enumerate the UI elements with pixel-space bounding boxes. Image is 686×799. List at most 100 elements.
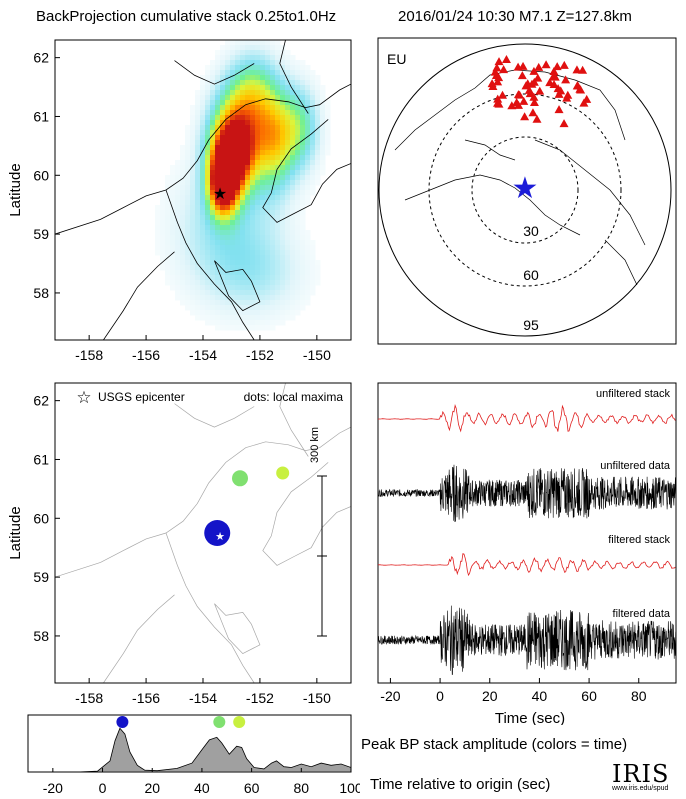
heat-cell — [250, 305, 256, 311]
heat-cell — [290, 60, 296, 66]
heat-cell — [310, 285, 316, 291]
heat-cell — [235, 295, 241, 301]
heat-cell — [270, 115, 276, 121]
y-tick-label: 61 — [33, 451, 49, 467]
heat-cell — [220, 80, 226, 86]
heat-cell — [240, 135, 246, 141]
heat-cell — [245, 125, 251, 131]
heat-cell — [190, 200, 196, 206]
heat-cell — [190, 120, 196, 126]
label-unfiltered-data: unfiltered data — [600, 460, 671, 472]
heat-cell — [260, 215, 266, 221]
heat-cell — [250, 50, 256, 56]
heat-cell — [200, 285, 206, 291]
heat-cell — [220, 310, 226, 316]
heat-cell — [260, 145, 266, 151]
heat-cell — [190, 115, 196, 121]
x-tick-label: -154 — [189, 690, 217, 706]
heat-cell — [250, 310, 256, 316]
heat-cell — [195, 125, 201, 131]
heat-cell — [265, 245, 271, 251]
heat-cell — [180, 185, 186, 191]
heat-cell — [260, 40, 266, 46]
heat-cell — [210, 255, 216, 261]
heat-cell — [285, 235, 291, 241]
heat-cell — [180, 180, 186, 186]
heat-cell — [205, 250, 211, 256]
heat-cell — [190, 130, 196, 136]
heat-cell — [310, 270, 316, 276]
heat-cell — [265, 85, 271, 91]
heat-cell — [255, 265, 261, 271]
heat-cell — [220, 180, 226, 186]
heat-cell — [210, 75, 216, 81]
heat-cell — [305, 160, 311, 166]
heat-cell — [270, 250, 276, 256]
heat-cell — [200, 135, 206, 141]
heat-cell — [245, 85, 251, 91]
heat-cell — [240, 45, 246, 51]
heat-cell — [310, 75, 316, 81]
heat-cell — [240, 325, 246, 331]
heat-cell — [165, 275, 171, 281]
heat-cell — [200, 225, 206, 231]
heat-cell — [185, 200, 191, 206]
heat-cell — [300, 235, 306, 241]
heat-cell — [290, 165, 296, 171]
heat-cell — [200, 215, 206, 221]
heat-cell — [235, 245, 241, 251]
heat-cell — [230, 215, 236, 221]
heat-cell — [215, 210, 221, 216]
trace-panel: -20 0 20 40 60 80 unfiltered stack unfiltered… — [377, 382, 677, 725]
heat-cell — [220, 205, 226, 211]
heat-cell — [195, 230, 201, 236]
ring-60 — [428, 93, 622, 287]
station-triangle — [498, 90, 508, 99]
heat-cell — [195, 245, 201, 251]
heat-cell — [190, 195, 196, 201]
heat-cell — [180, 235, 186, 241]
heat-cell — [220, 220, 226, 226]
heat-cell — [230, 225, 236, 231]
heat-cell — [280, 190, 286, 196]
heat-cell — [190, 135, 196, 141]
heat-cell — [190, 175, 196, 181]
heat-cell — [240, 65, 246, 71]
heat-cell — [165, 280, 171, 286]
heat-cell — [265, 305, 271, 311]
heat-cell — [200, 155, 206, 161]
heat-cell — [245, 100, 251, 106]
heat-cell — [240, 80, 246, 86]
heat-cell — [290, 140, 296, 146]
globe-coastline — [604, 239, 638, 286]
heat-cell — [215, 135, 221, 141]
heat-cell — [265, 40, 271, 46]
heat-cell — [300, 300, 306, 306]
heat-cell — [240, 295, 246, 301]
station-triangle — [561, 75, 571, 84]
heat-cell — [295, 285, 301, 291]
heat-cell — [265, 165, 271, 171]
heat-cell — [275, 225, 281, 231]
heat-cell — [315, 155, 321, 161]
heat-cell — [250, 280, 256, 286]
heat-cell — [300, 255, 306, 261]
heat-cell — [285, 150, 291, 156]
heat-cell — [200, 80, 206, 86]
heat-cell — [195, 150, 201, 156]
heat-cell — [225, 125, 231, 131]
heat-cell — [285, 255, 291, 261]
heat-cell — [245, 60, 251, 66]
heat-cell — [220, 285, 226, 291]
heat-cell — [235, 290, 241, 296]
heat-cell — [255, 255, 261, 261]
heat-cell — [280, 85, 286, 91]
amplitude-xlabel: Time relative to origin (sec) — [370, 776, 551, 793]
x-axis-label: Time (sec) — [495, 710, 565, 725]
coastline — [165, 189, 255, 340]
heat-cell — [185, 135, 191, 141]
heat-cell — [250, 95, 256, 101]
heat-cell — [170, 240, 176, 246]
heat-cell — [260, 90, 266, 96]
heat-cell — [170, 225, 176, 231]
